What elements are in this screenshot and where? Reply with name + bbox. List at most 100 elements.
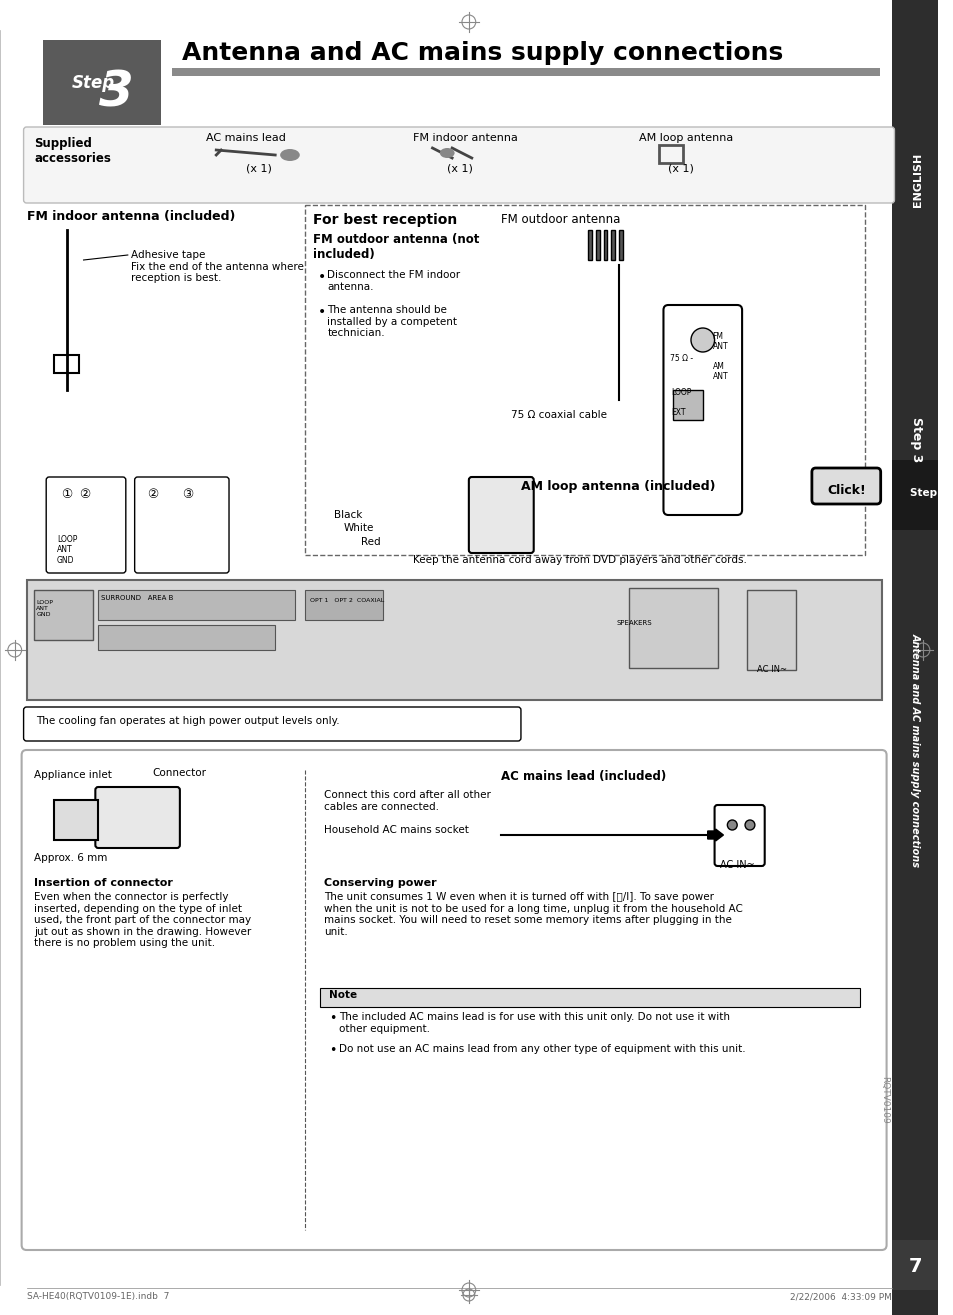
Bar — [892, 1240, 937, 1290]
Text: Approx. 6 mm: Approx. 6 mm — [34, 853, 108, 863]
Circle shape — [690, 327, 714, 352]
Text: Household AC mains socket: Household AC mains socket — [324, 825, 469, 835]
Bar — [746, 590, 796, 671]
Text: ENGLISH: ENGLISH — [912, 153, 923, 208]
Text: Insertion of connector: Insertion of connector — [34, 878, 173, 888]
Text: SURROUND   AREA B: SURROUND AREA B — [101, 594, 173, 601]
FancyArrow shape — [618, 230, 622, 260]
Text: The cooling fan operates at high power output levels only.: The cooling fan operates at high power o… — [36, 715, 339, 726]
Text: 2/22/2006  4:33:09 PM: 2/22/2006 4:33:09 PM — [789, 1293, 890, 1301]
Bar — [304, 590, 383, 619]
Text: •: • — [329, 1044, 336, 1057]
Text: For best reception: For best reception — [313, 213, 456, 227]
Circle shape — [726, 821, 737, 830]
Text: Keep the antenna cord away from DVD players and other cords.: Keep the antenna cord away from DVD play… — [413, 555, 746, 565]
FancyBboxPatch shape — [320, 988, 860, 1007]
Text: Black: Black — [334, 510, 362, 519]
Text: LOOP: LOOP — [671, 388, 691, 397]
Text: White: White — [344, 523, 374, 533]
Text: ②: ② — [78, 488, 90, 501]
FancyBboxPatch shape — [468, 477, 533, 554]
Text: Do not use an AC mains lead from any other type of equipment with this unit.: Do not use an AC mains lead from any oth… — [338, 1044, 745, 1055]
Text: Step 3: Step 3 — [908, 417, 922, 463]
Text: ③: ③ — [182, 488, 193, 501]
Text: AM loop antenna: AM loop antenna — [639, 133, 732, 143]
FancyBboxPatch shape — [714, 805, 764, 867]
Text: Even when the connector is perfectly
inserted, depending on the type of inlet
us: Even when the connector is perfectly ins… — [34, 892, 252, 948]
Text: SA-HE40(RQTV0109-1E).indb  7: SA-HE40(RQTV0109-1E).indb 7 — [27, 1293, 169, 1301]
Text: Conserving power: Conserving power — [324, 878, 436, 888]
Text: AC IN~: AC IN~ — [756, 665, 786, 675]
FancyArrow shape — [587, 230, 591, 260]
Text: OPT 1   OPT 2  COAXIAL: OPT 1 OPT 2 COAXIAL — [310, 598, 383, 604]
Bar — [892, 460, 937, 530]
Text: FM indoor antenna (included): FM indoor antenna (included) — [27, 210, 234, 224]
Bar — [98, 590, 294, 619]
Text: Connector: Connector — [152, 768, 206, 778]
FancyBboxPatch shape — [24, 707, 520, 740]
Bar — [892, 0, 937, 1315]
Text: AC mains lead: AC mains lead — [206, 133, 286, 143]
Bar — [54, 355, 78, 373]
Bar — [673, 391, 702, 419]
Bar — [27, 580, 881, 700]
Text: (x 1): (x 1) — [246, 163, 272, 174]
Text: •: • — [317, 270, 325, 284]
FancyBboxPatch shape — [304, 205, 864, 555]
Bar — [43, 39, 161, 125]
FancyBboxPatch shape — [24, 128, 894, 203]
Text: FM outdoor antenna (not
included): FM outdoor antenna (not included) — [313, 233, 478, 260]
Text: The unit consumes 1 W even when it is turned off with [⏻/I]. To save power
when : The unit consumes 1 W even when it is tu… — [324, 892, 742, 936]
Text: •: • — [329, 1013, 336, 1024]
Text: RQTV0109: RQTV0109 — [880, 1076, 888, 1124]
Text: (x 1): (x 1) — [447, 163, 473, 174]
Text: Supplied
accessories: Supplied accessories — [34, 137, 112, 164]
Text: Step: Step — [71, 74, 114, 92]
Text: 75 Ω -: 75 Ω - — [670, 354, 693, 363]
FancyBboxPatch shape — [811, 468, 880, 504]
Text: Click!: Click! — [826, 484, 864, 497]
Text: Appliance inlet: Appliance inlet — [34, 771, 112, 780]
FancyArrow shape — [707, 828, 722, 842]
Bar — [34, 590, 93, 640]
FancyBboxPatch shape — [22, 750, 885, 1251]
Text: FM
ANT: FM ANT — [712, 331, 727, 351]
Text: 7: 7 — [907, 1257, 921, 1277]
FancyArrow shape — [603, 230, 607, 260]
Text: Red: Red — [360, 537, 380, 547]
Text: LOOP
ANT
GND: LOOP ANT GND — [36, 600, 53, 617]
Circle shape — [744, 821, 754, 830]
FancyBboxPatch shape — [134, 477, 229, 573]
Text: SPEAKERS: SPEAKERS — [616, 619, 651, 626]
Bar — [27, 130, 890, 200]
Text: AM
ANT: AM ANT — [712, 362, 727, 381]
Text: Antenna and AC mains supply connections: Antenna and AC mains supply connections — [910, 633, 920, 867]
FancyArrow shape — [611, 230, 615, 260]
Text: FM outdoor antenna: FM outdoor antenna — [500, 213, 620, 226]
Text: LOOP
ANT
GND: LOOP ANT GND — [57, 535, 77, 565]
Ellipse shape — [280, 149, 299, 160]
Text: AC IN~: AC IN~ — [720, 860, 755, 871]
Text: Connect this cord after all other
cables are connected.: Connect this cord after all other cables… — [324, 790, 491, 811]
Text: The antenna should be
installed by a competent
technician.: The antenna should be installed by a com… — [327, 305, 456, 338]
FancyArrow shape — [595, 230, 598, 260]
Bar — [54, 800, 98, 840]
Text: Adhesive tape
Fix the end of the antenna where
reception is best.: Adhesive tape Fix the end of the antenna… — [131, 250, 303, 283]
Text: Note: Note — [329, 990, 357, 999]
FancyBboxPatch shape — [46, 477, 126, 573]
Text: AM loop antenna (included): AM loop antenna (included) — [520, 480, 715, 493]
Text: FM indoor antenna: FM indoor antenna — [413, 133, 517, 143]
Bar — [658, 145, 682, 163]
Text: (x 1): (x 1) — [668, 163, 694, 174]
Text: ②: ② — [148, 488, 158, 501]
Text: 3: 3 — [98, 68, 133, 116]
Text: •: • — [317, 305, 325, 320]
Text: Disconnect the FM indoor
antenna.: Disconnect the FM indoor antenna. — [327, 270, 460, 292]
Text: Step 3: Step 3 — [909, 488, 947, 498]
Text: EXT: EXT — [671, 408, 685, 417]
FancyBboxPatch shape — [95, 786, 180, 848]
Text: The included AC mains lead is for use with this unit only. Do not use it with
ot: The included AC mains lead is for use wi… — [338, 1013, 729, 1034]
Bar — [628, 588, 717, 668]
FancyBboxPatch shape — [662, 305, 741, 515]
Text: Antenna and AC mains supply connections: Antenna and AC mains supply connections — [182, 41, 782, 64]
